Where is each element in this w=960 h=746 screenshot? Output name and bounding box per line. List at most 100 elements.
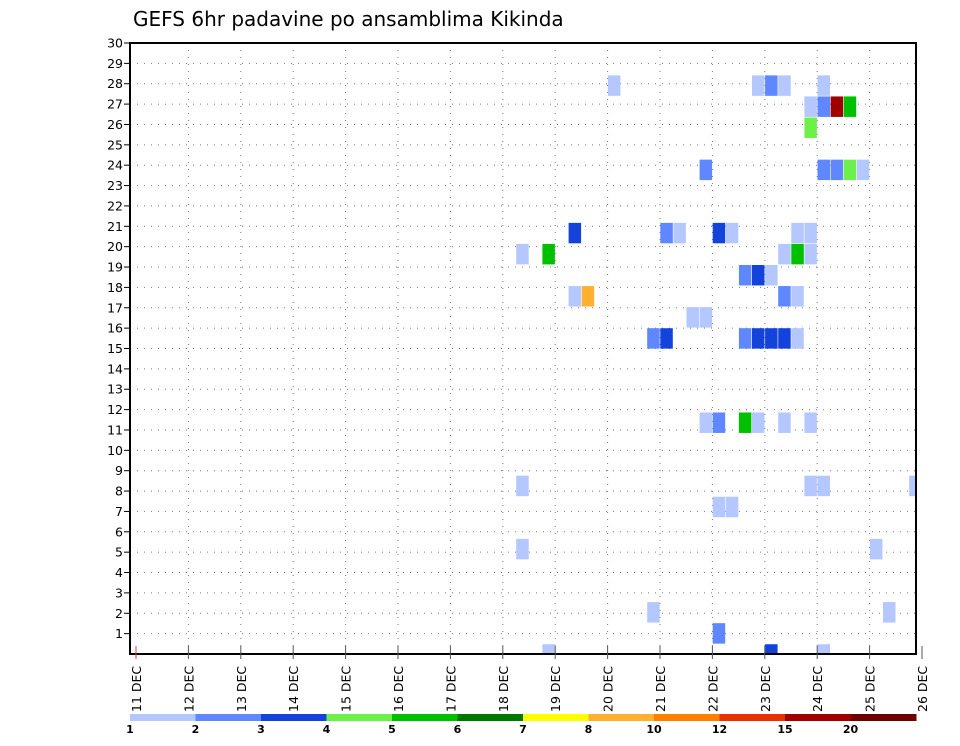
legend-label: 8 bbox=[585, 723, 593, 736]
x-tick-label: 22 DEC bbox=[705, 666, 720, 712]
grid-lines bbox=[130, 43, 916, 654]
legend-label: 6 bbox=[454, 723, 462, 736]
x-axis: 11 DEC 12 DEC 13 DEC 14 DEC 15 DEC 16 DEC 17 D… bbox=[129, 646, 930, 712]
heatmap-cell bbox=[581, 286, 595, 307]
heatmap-cell bbox=[883, 602, 896, 623]
x-tick-label: 14 DEC bbox=[286, 666, 301, 712]
legend-swatch bbox=[326, 714, 393, 721]
heatmap-cell bbox=[856, 159, 870, 181]
heatmap-cell bbox=[725, 496, 739, 518]
heatmap-cell bbox=[686, 307, 699, 328]
y-tick-label: 7 bbox=[115, 504, 123, 519]
legend-label: 10 bbox=[646, 723, 662, 736]
x-tick-label: 18 DEC bbox=[496, 666, 511, 712]
legend-swatch bbox=[523, 714, 589, 721]
y-tick-label: 11 bbox=[107, 422, 123, 437]
heatmap-cell bbox=[765, 328, 778, 349]
heatmap-cell bbox=[712, 623, 726, 644]
y-tick-label: 12 bbox=[107, 402, 123, 417]
heatmap-cell bbox=[804, 412, 817, 433]
heatmap-cell bbox=[804, 243, 817, 265]
heatmap-cell bbox=[778, 243, 791, 265]
y-tick-label: 22 bbox=[107, 198, 123, 213]
heatmap-cell bbox=[738, 264, 752, 286]
y-axis: 1234567891011121314151617181920212223242… bbox=[107, 36, 130, 641]
heatmap-cell bbox=[699, 159, 713, 181]
heatmap-cell bbox=[752, 328, 765, 349]
heatmap-cell bbox=[765, 75, 778, 96]
heatmap-cell bbox=[516, 475, 529, 497]
heatmap-cell bbox=[660, 328, 673, 349]
legend-label: 1 bbox=[126, 723, 134, 736]
legend-label: 3 bbox=[257, 723, 265, 736]
heatmap-cell bbox=[712, 222, 726, 244]
x-tick-label: 16 DEC bbox=[391, 666, 406, 712]
heatmap-cell bbox=[817, 96, 830, 117]
heatmap-cell bbox=[699, 412, 713, 433]
legend-swatch bbox=[719, 714, 786, 721]
heatmap-cell bbox=[817, 475, 830, 497]
heatmap-cell bbox=[843, 96, 857, 117]
y-tick-label: 26 bbox=[107, 117, 123, 132]
heatmap-cell bbox=[804, 96, 817, 117]
heatmap-cell bbox=[647, 602, 660, 623]
heatmap-cell bbox=[817, 159, 830, 181]
y-tick-label: 25 bbox=[107, 137, 123, 152]
y-tick-label: 28 bbox=[107, 76, 123, 91]
legend-swatch bbox=[195, 714, 262, 721]
heatmap-cell bbox=[778, 412, 791, 433]
x-tick-label: 24 DEC bbox=[810, 666, 825, 712]
heatmap-cell bbox=[516, 538, 529, 560]
color-legend: 1 2 3 4 5 6 7 8 10 12 15 20 bbox=[126, 714, 917, 736]
y-tick-label: 18 bbox=[107, 280, 123, 295]
y-tick-label: 6 bbox=[115, 524, 123, 539]
legend-label: 12 bbox=[712, 723, 727, 736]
heatmap-cell bbox=[791, 286, 804, 307]
x-tick-label: 26 DEC bbox=[915, 666, 930, 712]
x-tick-label: 12 DEC bbox=[181, 666, 196, 712]
y-tick-label: 8 bbox=[115, 484, 123, 499]
legend-label: 2 bbox=[192, 723, 200, 736]
x-tick-label: 15 DEC bbox=[339, 666, 354, 712]
heatmap-cell bbox=[738, 412, 752, 433]
heatmap-cell bbox=[791, 243, 804, 265]
heatmap-cell bbox=[869, 538, 883, 560]
y-tick-label: 9 bbox=[115, 463, 123, 478]
heatmap-cell bbox=[909, 475, 916, 497]
heatmap-cell bbox=[804, 222, 817, 244]
heatmap-cell bbox=[712, 412, 726, 433]
y-tick-label: 2 bbox=[115, 606, 123, 621]
legend-swatch bbox=[261, 714, 327, 721]
heatmap-cell bbox=[673, 222, 686, 244]
y-tick-label: 13 bbox=[107, 382, 123, 397]
legend-swatch bbox=[130, 714, 196, 721]
heatmap-cell bbox=[542, 644, 555, 654]
heatmap-cell bbox=[568, 222, 582, 244]
x-tick-label: 11 DEC bbox=[129, 666, 144, 712]
legend-label: 20 bbox=[843, 723, 859, 736]
heatmap-cell bbox=[830, 96, 844, 117]
heatmap-cell bbox=[778, 328, 791, 349]
heatmap-cell bbox=[607, 75, 621, 96]
y-tick-label: 21 bbox=[107, 219, 123, 234]
x-tick-label: 21 DEC bbox=[653, 666, 668, 712]
heatmap-cell bbox=[778, 75, 791, 96]
heatmap-cell bbox=[817, 644, 830, 654]
legend-label: 7 bbox=[519, 723, 527, 736]
heatmap-cell bbox=[738, 328, 752, 349]
legend-label: 5 bbox=[388, 723, 396, 736]
y-tick-label: 24 bbox=[107, 158, 123, 173]
heatmap-cell bbox=[791, 222, 804, 244]
heatmap-cell bbox=[843, 159, 857, 181]
heatmap-cell bbox=[752, 75, 765, 96]
x-tick-label: 25 DEC bbox=[863, 666, 878, 712]
heatmap-cell bbox=[778, 286, 791, 307]
y-tick-label: 19 bbox=[107, 260, 123, 275]
heatmap-cell bbox=[765, 264, 778, 286]
x-tick-label: 13 DEC bbox=[234, 666, 249, 712]
legend-swatch bbox=[850, 714, 917, 721]
heatmap-cell bbox=[804, 475, 817, 497]
legend-label: 15 bbox=[777, 723, 792, 736]
legend-swatch bbox=[392, 714, 458, 721]
